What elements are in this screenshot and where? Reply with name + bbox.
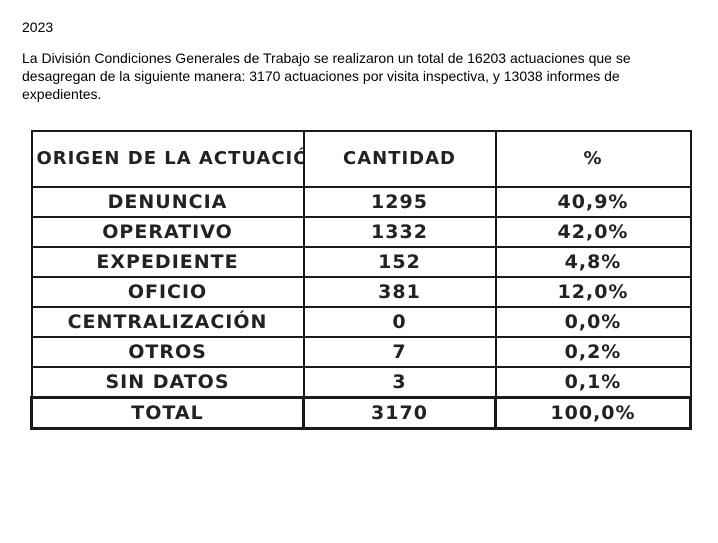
total-quantity: 3170: [302, 396, 497, 430]
cell-origin: CENTRALIZACIÓN: [30, 306, 305, 338]
table-row: OPERATIVO 1332 42,0%: [30, 216, 692, 248]
cell-origin: EXPEDIENTE: [30, 246, 305, 278]
cell-origin: DENUNCIA: [30, 186, 305, 218]
table-row: EXPEDIENTE 152 4,8%: [30, 246, 692, 278]
cell-percent: 40,9%: [494, 186, 692, 218]
cell-quantity: 152: [302, 246, 497, 278]
table-total-row: TOTAL 3170 100,0%: [30, 396, 692, 430]
cell-quantity: 3: [302, 366, 497, 399]
year-heading: 2023: [22, 19, 54, 35]
header-origin: ORIGEN DE LA ACTUACIÓN: [30, 130, 305, 188]
origin-table: ORIGEN DE LA ACTUACIÓN CANTIDAD % DENUNC…: [30, 130, 692, 430]
cell-percent: 4,8%: [494, 246, 692, 278]
table-row: CENTRALIZACIÓN 0 0,0%: [30, 306, 692, 338]
cell-quantity: 1332: [302, 216, 497, 248]
intro-paragraph: La División Condiciones Generales de Tra…: [22, 50, 631, 102]
cell-percent: 42,0%: [494, 216, 692, 248]
table-row: DENUNCIA 1295 40,9%: [30, 186, 692, 218]
cell-quantity: 7: [302, 336, 497, 368]
total-percent: 100,0%: [494, 396, 692, 430]
cell-percent: 0,2%: [494, 336, 692, 368]
table-row: OTROS 7 0,2%: [30, 336, 692, 368]
cell-percent: 0,1%: [494, 366, 692, 399]
cell-percent: 0,0%: [494, 306, 692, 338]
cell-origin: OTROS: [30, 336, 305, 368]
cell-quantity: 1295: [302, 186, 497, 218]
cell-origin: SIN DATOS: [30, 366, 305, 399]
cell-quantity: 0: [302, 306, 497, 338]
header-percent: %: [494, 130, 692, 188]
cell-quantity: 381: [302, 276, 497, 308]
table-row: OFICIO 381 12,0%: [30, 276, 692, 308]
total-label: TOTAL: [30, 396, 305, 430]
cell-origin: OFICIO: [30, 276, 305, 308]
origin-table-image: ORIGEN DE LA ACTUACIÓN CANTIDAD % DENUNC…: [30, 130, 692, 430]
cell-percent: 12,0%: [494, 276, 692, 308]
header-quantity: CANTIDAD: [302, 130, 497, 188]
cell-origin: OPERATIVO: [30, 216, 305, 248]
table-row: SIN DATOS 3 0,1%: [30, 366, 692, 399]
table-header-row: ORIGEN DE LA ACTUACIÓN CANTIDAD %: [30, 130, 692, 188]
